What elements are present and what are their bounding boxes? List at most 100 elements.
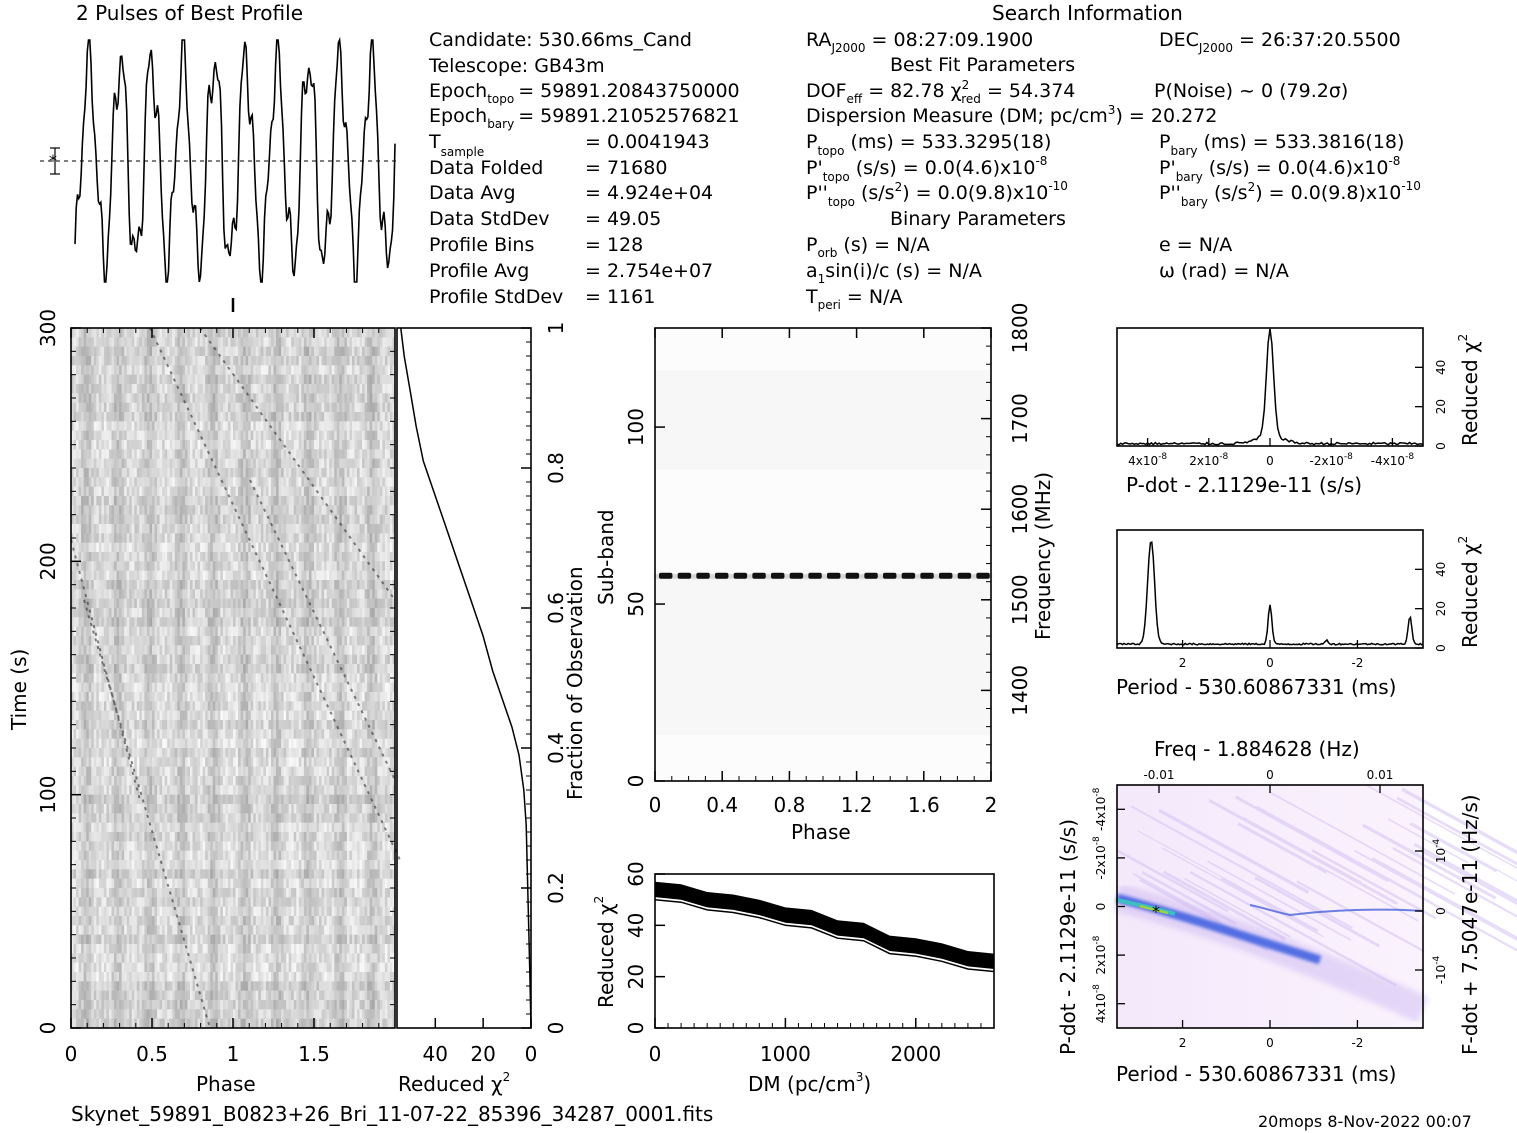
tp-cell: [278, 645, 282, 655]
tp-cell: [189, 430, 193, 441]
tp-cell: [220, 636, 224, 646]
tp-cell: [116, 328, 120, 338]
tp-cell: [230, 626, 234, 637]
tp-cell: [159, 524, 163, 534]
tp-cell: [387, 533, 391, 543]
tp-cell: [311, 374, 315, 385]
tp-cell: [195, 664, 198, 674]
tp-cell: [296, 449, 300, 459]
tp-cell: [321, 533, 325, 543]
tp-cell: [354, 328, 358, 338]
tp-cell: [200, 402, 203, 413]
tp-cell: [106, 337, 110, 347]
tp-cell: [103, 673, 107, 683]
tp-cell: [179, 561, 183, 571]
tp-cell: [346, 328, 350, 338]
tp-cell: [93, 580, 97, 590]
tp-cell: [174, 402, 178, 413]
tp-cell: [187, 449, 191, 459]
tp-cell: [293, 468, 297, 478]
tp-cell: [205, 682, 208, 693]
tp-cell: [172, 477, 176, 487]
tp-cell: [197, 664, 201, 674]
tp-cell: [243, 402, 246, 413]
tp-cell: [233, 645, 236, 655]
tp-cell: [357, 468, 360, 478]
tp-cell: [354, 626, 358, 637]
tp-cell: [76, 580, 79, 590]
tp-cell: [189, 608, 193, 618]
tp-cell: [152, 645, 155, 655]
tp-cell: [222, 645, 226, 655]
tp-cell: [291, 374, 295, 385]
tp-cell: [215, 374, 219, 385]
tp-cell: [392, 514, 396, 525]
tp-cell: [139, 356, 143, 366]
tp-cell: [319, 673, 322, 683]
tp-cell: [205, 496, 208, 506]
tp-cell: [134, 514, 138, 525]
tp-cell: [111, 561, 115, 571]
tp-cell: [303, 393, 307, 403]
tp-cell: [71, 617, 74, 627]
tp-cell: [319, 570, 322, 581]
tp-cell: [240, 654, 244, 665]
tp-cell: [114, 580, 117, 590]
tp-cell: [238, 636, 241, 646]
tp-cell: [367, 514, 370, 525]
tp-cell: [283, 393, 287, 403]
tp-cell: [101, 617, 105, 627]
tp-cell: [372, 356, 376, 366]
tp-cell: [339, 514, 343, 525]
tp-cell: [319, 328, 322, 338]
tp-cell: [197, 412, 201, 422]
tp-cell: [154, 468, 158, 478]
tp-cell: [286, 449, 289, 459]
tp-cell: [377, 421, 381, 431]
tp-cell: [359, 524, 363, 534]
tp-cell: [384, 458, 388, 469]
tp-cell: [387, 608, 391, 618]
tp-cell: [265, 524, 269, 534]
tp-cell: [276, 608, 279, 618]
tp-cell: [293, 589, 297, 599]
tp-cell: [235, 486, 239, 497]
tp-cell: [243, 617, 246, 627]
tp-cell: [319, 589, 322, 599]
tp-cell: [73, 449, 77, 459]
tp-cell: [182, 664, 186, 674]
tp-cell: [111, 356, 115, 366]
tp-cell: [382, 552, 386, 562]
tp-cell: [382, 393, 386, 403]
tp-cell: [96, 496, 100, 506]
tp-cell: [344, 458, 348, 469]
tp-cell: [116, 384, 120, 394]
tp-cell: [382, 533, 386, 543]
tp-cell: [220, 346, 224, 357]
tp-cell: [291, 673, 295, 683]
tp-cell: [326, 468, 330, 478]
tp-cell: [154, 589, 158, 599]
tp-cell: [114, 645, 117, 655]
tp-cell: [260, 468, 264, 478]
tp-cell: [379, 580, 383, 590]
tp-cell: [314, 449, 317, 459]
tp-cell: [154, 533, 158, 543]
tp-cell: [283, 682, 287, 693]
tp-cell: [126, 636, 130, 646]
tp-cell: [103, 598, 107, 609]
tp-cell: [331, 496, 335, 506]
param-tsample: Tsample: [428, 131, 484, 159]
tp-cell: [103, 570, 107, 581]
tp-cell: [336, 468, 340, 478]
tp-cell: [205, 542, 208, 553]
tp-cell: [119, 580, 122, 590]
tp-cell: [134, 365, 138, 375]
tp-cell: [268, 617, 272, 627]
tp-cell: [362, 636, 365, 646]
tp-cell: [93, 430, 97, 441]
tp-cell: [238, 505, 241, 515]
tp-cell: [197, 514, 201, 525]
tp-cell: [222, 486, 226, 497]
tp-cell: [134, 570, 138, 581]
